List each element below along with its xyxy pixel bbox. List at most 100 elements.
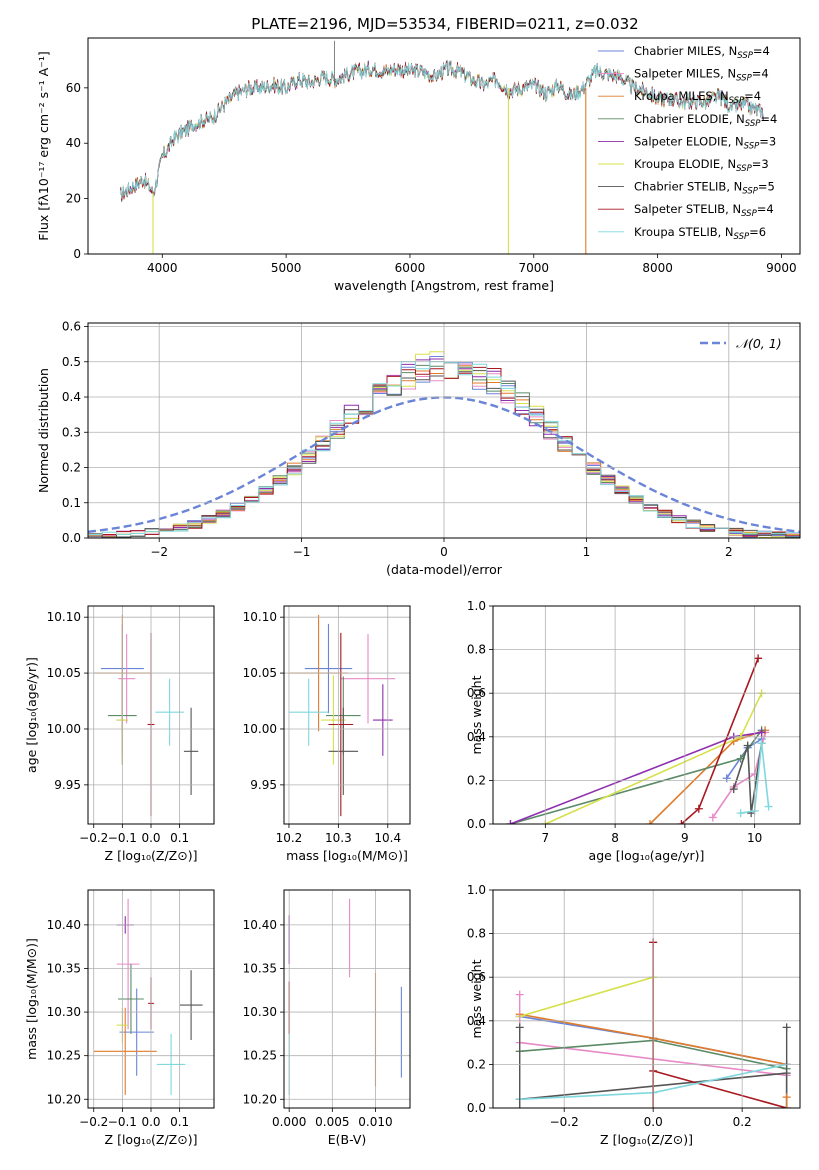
- y-tick-label: 1.0: [467, 599, 486, 613]
- series-point: [736, 809, 745, 818]
- x-tick-label: 0.0: [644, 1115, 663, 1129]
- x-tick-label: 0.000: [272, 1115, 306, 1129]
- y-tick-label: 0.2: [467, 773, 486, 787]
- y-tick-label: 0.8: [467, 643, 486, 657]
- plot-area: [93, 898, 203, 1095]
- series-point: [506, 820, 515, 824]
- x-tick-label: 0.1: [170, 1115, 189, 1129]
- chart-age-vs-Z: −0.2 −0.1 0.0 0.1 9.95 10.00 10.05 10.10 Z [log₁…: [24, 605, 215, 863]
- plot-area: [93, 614, 199, 817]
- x-tick-label: 0.0: [141, 831, 160, 845]
- legend-entry: 𝒩(0, 1): [736, 336, 782, 351]
- y-tick-label: 0.3: [62, 425, 81, 439]
- spectrum-line: [119, 60, 764, 201]
- x-axis-label: mass [log₁₀(M/M⊙)]: [286, 848, 408, 863]
- series-point: [722, 774, 731, 783]
- panels: 4000 5000 6000 7000 8000 90000204060wavelengt…: [24, 37, 801, 1147]
- plot-area: [288, 898, 402, 1095]
- y-tick-label: 9.95: [250, 778, 277, 792]
- x-tick-label: 9: [681, 831, 689, 845]
- legend-entry: Kroupa STELIB, NSSP=6: [634, 225, 766, 242]
- series-line: [732, 743, 763, 814]
- y-tick-label: 0.6: [467, 970, 486, 984]
- y-tick-label: 20: [66, 192, 81, 206]
- x-tick-label: 0.1: [170, 831, 189, 845]
- chart-spectrum: 4000 5000 6000 7000 8000 9000 0 20 40 60 wavelengt…: [36, 37, 801, 293]
- y-tick-label: 0.8: [467, 927, 486, 941]
- legend-entry: Salpeter MILES, NSSP=4: [634, 67, 769, 84]
- y-tick-label: 10.25: [243, 1049, 277, 1063]
- series-point: [708, 813, 717, 822]
- y-tick-label: 10.00: [243, 722, 277, 736]
- x-tick-label: 0.2: [733, 1115, 752, 1129]
- y-tick-label: 0.0: [467, 817, 486, 831]
- legend-entry: Kroupa ELODIE, NSSP=3: [634, 157, 769, 174]
- series-point: [764, 802, 773, 811]
- series-point: [694, 804, 703, 813]
- y-tick-label: 10.20: [47, 1092, 81, 1106]
- y-tick-label: 0.0: [467, 1101, 486, 1115]
- y-tick-label: 10.40: [243, 918, 277, 932]
- x-tick-label: −0.1: [108, 1115, 137, 1129]
- axes-frame: [87, 889, 215, 1109]
- legend-entry: Kroupa MILES, NSSP=4: [634, 89, 761, 106]
- x-tick-label: −1: [293, 545, 311, 559]
- y-tick-label: 0.0: [62, 531, 81, 545]
- x-tick-label: −0.2: [550, 1115, 579, 1129]
- x-tick-label: 10: [747, 831, 762, 845]
- x-axis-label: Z [log₁₀(Z/Z⊙)]: [600, 1132, 693, 1147]
- figure-title: PLATE=2196, MJD=53534, FIBERID=0211, z=0…: [251, 15, 638, 33]
- y-axis-label: mass weight: [469, 675, 484, 754]
- series-line: [740, 743, 770, 814]
- series-line: [519, 976, 654, 1018]
- y-tick-label: 0.1: [62, 496, 81, 510]
- x-tick-label: 7000: [519, 261, 550, 275]
- series-point: [757, 728, 766, 737]
- x-tick-label: 8: [611, 831, 619, 845]
- chart-mass-vs-EBV: 0.000 0.005 0.010 10.20 10.25 10.30 10.35 10.40…: [243, 889, 411, 1147]
- x-tick-label: 10.3: [325, 831, 352, 845]
- y-tick-label: 0.2: [62, 461, 81, 475]
- y-tick-label: 10.10: [243, 610, 277, 624]
- legend-entry: Salpeter STELIB, NSSP=4: [634, 202, 774, 219]
- x-tick-label: 2: [725, 545, 733, 559]
- x-axis-label: Z [log₁₀(Z/Z⊙)]: [105, 1132, 198, 1147]
- x-tick-label: 4000: [147, 261, 178, 275]
- plot-area: [288, 614, 396, 817]
- y-tick-label: 10.30: [243, 1005, 277, 1019]
- y-tick-label: 1.0: [467, 883, 486, 897]
- series-point: [677, 820, 686, 824]
- legend-entry: Chabrier ELODIE, NSSP=4: [634, 112, 777, 129]
- axes-frame: [283, 605, 411, 825]
- x-tick-label: 10.2: [276, 831, 303, 845]
- x-axis-label: (data-model)/error: [386, 562, 503, 577]
- axes-frame: [87, 322, 801, 539]
- y-tick-label: 0.4: [467, 1014, 486, 1028]
- y-tick-label: 10.05: [47, 666, 81, 680]
- y-axis-label: mass weight: [469, 959, 484, 1038]
- y-tick-label: 0.4: [467, 730, 486, 744]
- y-axis-label: Flux [fλ10⁻¹⁷ erg cm⁻² s⁻¹ A⁻¹]: [36, 51, 51, 240]
- spectrum-line: [120, 60, 764, 199]
- y-tick-label: 10.40: [47, 918, 81, 932]
- x-tick-label: 10.4: [374, 831, 401, 845]
- chart-weight-vs-Z: −0.2 0.0 0.2 0.0 0.2 0.4 0.6 0.8 1.0 Z [log₁₀(Z/Z…: [467, 883, 801, 1147]
- y-tick-label: 60: [66, 81, 81, 95]
- y-tick-label: 0.4: [62, 390, 81, 404]
- y-tick-label: 10.05: [243, 666, 277, 680]
- y-tick-label: 40: [66, 136, 81, 150]
- y-tick-label: 10.35: [47, 961, 81, 975]
- y-axis-label: mass [log₁₀(M/M⊙)]: [24, 938, 39, 1060]
- x-tick-label: 9000: [766, 261, 797, 275]
- series-point: [743, 741, 752, 750]
- series-line: [652, 1070, 787, 1108]
- axes-frame: [87, 37, 801, 255]
- y-tick-label: 10.35: [243, 961, 277, 975]
- y-tick-label: 10.10: [47, 610, 81, 624]
- x-tick-label: 8000: [642, 261, 673, 275]
- x-tick-label: −2: [150, 545, 168, 559]
- x-axis-label: age [log₁₀(age/yr)]: [589, 848, 705, 863]
- x-tick-label: −0.2: [79, 1115, 108, 1129]
- y-tick-label: 0.6: [62, 320, 81, 334]
